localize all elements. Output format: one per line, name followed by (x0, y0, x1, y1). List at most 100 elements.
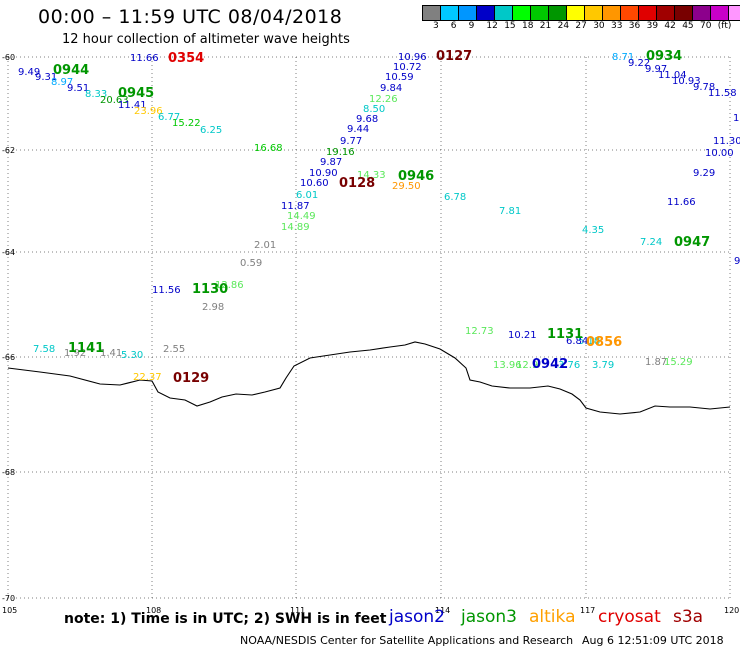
color-scale-label: 6 (450, 21, 457, 31)
swh-value: 10.90 (309, 168, 338, 179)
pass-time-label: 0947 (674, 235, 710, 250)
color-scale-label: 9 (468, 21, 475, 31)
swh-value: 29.50 (392, 181, 421, 192)
swh-value: 7.58 (33, 344, 55, 355)
swh-value: 11.30 (713, 136, 740, 147)
swh-value: 11.66 (130, 53, 159, 64)
swh-value: 13.96 (493, 360, 522, 371)
color-swatch (549, 5, 567, 21)
color-scale-bar (422, 5, 740, 21)
pass-time-label: 0354 (168, 51, 204, 66)
lon-tick-label: 105 (2, 606, 17, 615)
footer-note: note: 1) Time is in UTC; 2) SWH is in fe… (64, 611, 387, 627)
swh-value: 3.76 (558, 360, 580, 371)
swh-value: 9.87 (320, 157, 342, 168)
swh-value: 14.89 (281, 222, 310, 233)
color-scale-label: 42 (664, 21, 676, 31)
swh-value: 12.9 (516, 360, 538, 371)
swh-value: 8.97 (51, 77, 73, 88)
swh-value: 6.84 (566, 336, 588, 347)
pass-time-label: 1141 (68, 341, 104, 356)
color-swatch (495, 5, 513, 21)
swh-value: 15.29 (664, 357, 693, 368)
color-scale-label: 30 (593, 21, 605, 31)
swh-value: 9.78 (693, 82, 715, 93)
color-swatch (675, 5, 693, 21)
swh-value: 0.59 (240, 258, 262, 269)
color-scale-label: 70 (700, 21, 712, 31)
swh-value: 22.37 (133, 372, 162, 383)
swh-value: 9.51 (67, 83, 89, 94)
lon-tick-label: 111 (290, 606, 305, 615)
legend-jason2: jason2 (389, 607, 445, 627)
swh-value: 10.00 (705, 148, 734, 159)
color-scale-label: 21 (539, 21, 552, 31)
swh-value: 10 (733, 113, 740, 124)
swh-value: 14.49 (287, 211, 316, 222)
swh-value: 3.79 (592, 360, 614, 371)
swh-value: 10.59 (385, 72, 414, 83)
swh-value: 11.66 (667, 197, 696, 208)
swh-value: 1.92 (64, 348, 86, 359)
pass-time-label: 0127 (436, 49, 472, 64)
legend-s3a: s3a (673, 607, 704, 627)
swh-value: 9.84 (380, 83, 402, 94)
color-swatch (459, 5, 477, 21)
color-swatch (657, 5, 675, 21)
swh-value: 2.98 (202, 302, 224, 313)
swh-value: 8.50 (363, 104, 385, 115)
swh-value: 11.41 (118, 100, 147, 111)
swh-value: 6.01 (296, 190, 318, 201)
map-grid (7, 56, 731, 599)
pass-time-labels: 0354 0944 0945 0127 0934 0128 0946 0947 1130 1141… (53, 49, 710, 386)
color-swatch (441, 5, 459, 21)
swh-value: 6.77 (158, 112, 180, 123)
swh-value: 5.30 (121, 350, 143, 361)
pass-time-label: 0944 (53, 63, 89, 78)
swh-value: 11.56 (152, 285, 181, 296)
swh-value: 11.58 (708, 88, 737, 99)
color-scale-label: 27 (575, 21, 587, 31)
swh-value: 9 (734, 256, 740, 267)
swh-value: 11.04 (658, 70, 687, 81)
color-swatch (639, 5, 657, 21)
color-scale-label: 45 (682, 21, 694, 31)
lon-tick-label: 120 (724, 606, 739, 615)
color-swatch (422, 5, 441, 21)
lon-tick-label: 108 (146, 606, 161, 615)
swh-value: 9.49 (18, 67, 40, 78)
page-title: 00:00 – 11:59 UTC 08/04/2018 (38, 6, 343, 28)
swh-value: 20.63 (100, 95, 129, 106)
color-swatch (513, 5, 531, 21)
swh-value: 15.22 (172, 118, 201, 129)
legend-jason3: jason3 (461, 607, 517, 627)
pass-time-label: 0934 (646, 49, 682, 64)
render-timestamp: Aug 6 12:51:09 UTC 2018 (582, 634, 724, 647)
color-swatch (531, 5, 549, 21)
swh-value: 8.71 (612, 52, 634, 63)
color-scale-label: 18 (522, 21, 534, 31)
lon-tick-label: 114 (435, 606, 450, 615)
lat-tick-label: -64 (2, 248, 15, 257)
swh-value: 16.68 (254, 143, 283, 154)
lat-tick-label: -62 (2, 146, 15, 155)
swh-value: 12.26 (369, 94, 398, 105)
color-swatch (729, 5, 740, 21)
pass-time-label: 0945 (118, 86, 154, 101)
observation-labels: 9.499.318.979.518.3320.6311.4123.966.771… (18, 52, 740, 383)
swh-value: 6.25 (200, 125, 222, 136)
swh-value: 11.87 (281, 201, 310, 212)
color-scale-label: (ft) (717, 21, 732, 31)
swh-value: 9.97 (645, 64, 667, 75)
swh-value: 10.96 (398, 52, 427, 63)
axis-labels: -60 -62 -64 -66 -68 -70 105 108 111 114 117 120 (2, 53, 739, 615)
swh-value: 1.87 (645, 357, 667, 368)
swh-value: 7.81 (499, 206, 521, 217)
swh-value: 10.72 (393, 62, 422, 73)
pass-time-label: 0129 (173, 371, 209, 386)
pass-time-label: 0128 (339, 176, 375, 191)
pass-time-label: 0856 (586, 335, 622, 350)
credit-text: NOAA/NESDIS Center for Satellite Applica… (240, 634, 574, 647)
color-swatch (693, 5, 711, 21)
